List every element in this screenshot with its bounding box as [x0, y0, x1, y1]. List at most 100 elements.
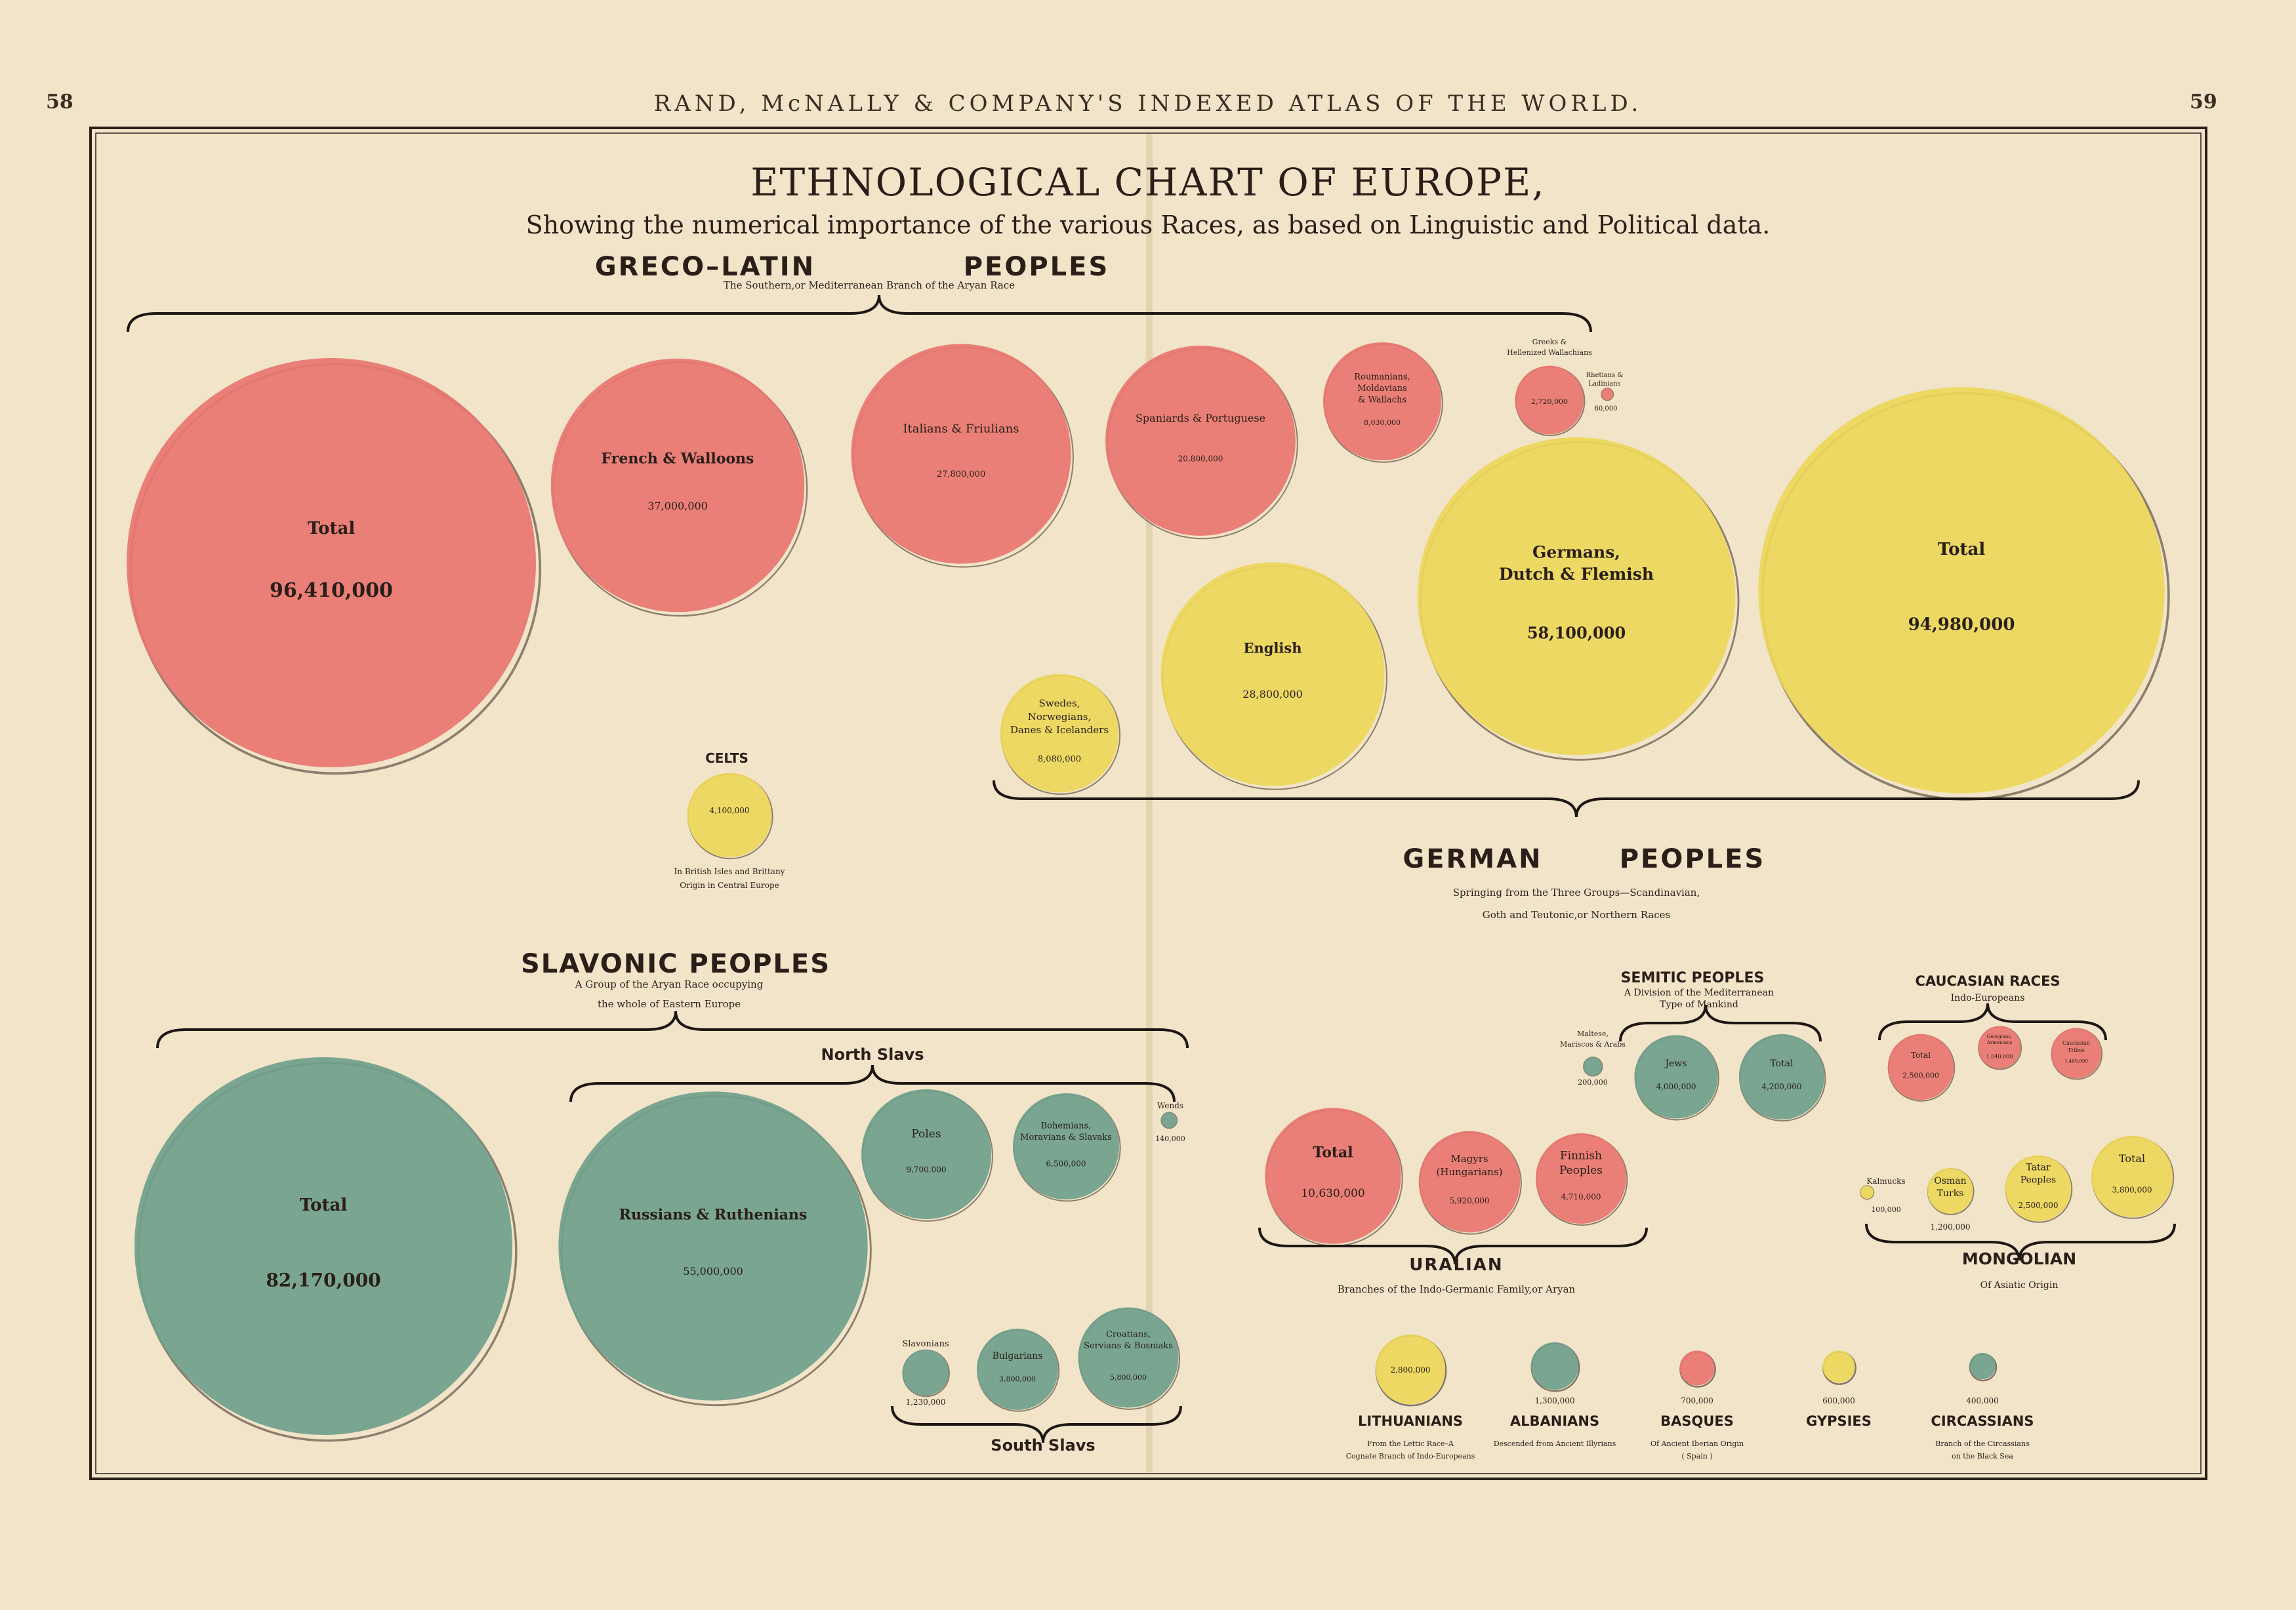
se-total-value: 4,200,000: [1761, 1082, 1801, 1091]
gl-greeks-hellenized-wallachians-bubble: [1515, 365, 1584, 435]
south-slavs-brace: [891, 1405, 1182, 1443]
se-jews-name-0: Jews: [1664, 1058, 1687, 1069]
minor-basques-value: 700,000: [1681, 1396, 1713, 1405]
semitic-heading: SEMITIC PEOPLES: [1621, 970, 1765, 986]
gl-rhetians-name-0: Rhetians &: [1586, 372, 1624, 379]
minor-albanians-bubble: [1530, 1342, 1579, 1390]
minor-albanians-caption-0: Descended from Ancient Illyrians: [1494, 1439, 1616, 1448]
se-total-bubble: [1738, 1034, 1825, 1120]
gl-total-value: 96,410,000: [270, 579, 393, 602]
gl-total-name-0: Total: [308, 519, 356, 538]
ge-english-bubble: [1160, 562, 1385, 786]
sl-croatians-servians-bosniaks-name-0: Croatians,: [1106, 1329, 1151, 1339]
ur-magyrs-hungarians-name-0: Magyrs: [1450, 1153, 1488, 1165]
ur-magyrs-hungarians-value: 5,920,000: [1449, 1196, 1489, 1205]
sl-total-value: 82,170,000: [266, 1269, 380, 1291]
german-caption-0: Springing from the Three Groups—Scandina…: [1453, 887, 1700, 898]
ge-total-name-0: Total: [1938, 540, 1986, 559]
celts-value: 4,100,000: [709, 806, 749, 815]
minor-lithuanians-bubble: [1375, 1334, 1446, 1405]
ur-magyrs-hungarians-name-1: (Hungarians): [1437, 1166, 1503, 1178]
minor-lithuanians-caption-1: Cognate Branch of Indo-Europeans: [1346, 1452, 1475, 1460]
ge-germans-dutch-flemish-name-0: Germans,: [1532, 542, 1620, 561]
ca-total-bubble: [1887, 1034, 1954, 1100]
mo-osman-turks-bubble: [1927, 1168, 1973, 1214]
ca-georgians-armenians-name-1: Armenians: [1986, 1040, 2013, 1045]
gl-total-bubble: [127, 358, 536, 767]
gl-french-walloons-name-0: French & Walloons: [602, 450, 754, 467]
se-maltese-name-0: Maltese,: [1577, 1030, 1609, 1038]
chart-subtitle: Showing the numerical importance of the …: [526, 211, 1771, 239]
gl-greeks-name-1: Hellenized Wallachians: [1507, 348, 1592, 357]
north-slavs-label: North Slavs: [821, 1045, 924, 1064]
sl-bohemians-moravians-slavaks-value: 6,500,000: [1046, 1159, 1086, 1169]
celts-caption-1: Origin in Central Europe: [680, 881, 779, 890]
se-jews-value: 4,000,000: [1656, 1082, 1696, 1091]
minor-gypsies-bubble: [1822, 1350, 1855, 1383]
se-maltese-name-1: Mariscos & Arabs: [1560, 1040, 1626, 1049]
ge-germans-dutch-flemish-bubble: [1417, 437, 1736, 755]
minor-gypsies-name: GYPSIES: [1806, 1413, 1872, 1429]
greco-latin-heading-a: GRECO–LATIN: [595, 252, 815, 282]
minor-basques-caption-0: Of Ancient Iberian Origin: [1650, 1439, 1744, 1448]
gl-greeks-name-0: Greeks &: [1532, 338, 1567, 346]
mongolian-brace: [1865, 1223, 2176, 1261]
semitic-brace: [1619, 1004, 1822, 1042]
german-heading-b: PEOPLES: [1620, 844, 1766, 874]
uralian-heading: URALIAN: [1409, 1255, 1503, 1275]
sl-croatians-servians-bosniaks-value: 5,800,000: [1110, 1373, 1147, 1382]
ge-swedes-norwegians-danes-icelanders-bubble: [1000, 674, 1119, 793]
mo-osman-value: 1,200,000: [1930, 1222, 1970, 1232]
minor-circassians-name: CIRCASSIANS: [1931, 1413, 2034, 1429]
sl-slavonians-value: 1,230,000: [905, 1398, 945, 1407]
ca-caucasian-tribes-name-0: Caucasian: [2062, 1040, 2090, 1046]
ge-swedes-norwegians-danes-icelanders-name-1: Norwegians,: [1028, 711, 1092, 723]
ca-georgians-armenians-value: 1,040,000: [1986, 1053, 2013, 1059]
mo-kalmucks-name: Kalmucks: [1866, 1177, 1905, 1186]
gl-spaniards-portuguese-name-0: Spaniards & Portuguese: [1136, 412, 1265, 424]
sl-russians-ruthenians-value: 55,000,000: [683, 1265, 743, 1278]
gl-spaniards-portuguese-value: 20,800,000: [1178, 454, 1223, 464]
sl-wends-name: Wends: [1157, 1101, 1183, 1110]
ur-total-name-0: Total: [1313, 1144, 1353, 1161]
ca-georgians-armenians-name-0: Georgians,: [1987, 1034, 2013, 1039]
sl-slavonians-name: Slavonians: [902, 1339, 949, 1349]
ca-georgians-armenians-bubble: [1978, 1026, 2021, 1069]
ca-total-name-0: Total: [1911, 1051, 1931, 1060]
gl-rhetians-ladinians-bubble: [1601, 388, 1613, 400]
ge-swedes-norwegians-danes-icelanders-name-2: Danes & Icelanders: [1010, 724, 1109, 736]
gl-french-walloons-bubble: [550, 358, 805, 613]
gl-spaniards-portuguese-bubble: [1105, 346, 1296, 536]
sl-total-name-0: Total: [300, 1196, 348, 1215]
caucasian-caption: Indo-Europeans: [1951, 993, 2025, 1003]
gl-roumanians-moldavians-wallachs-name-1: Moldavians: [1357, 384, 1407, 393]
ge-total-value: 94,980,000: [1908, 614, 2015, 634]
sl-wends-bubble: [1161, 1112, 1177, 1128]
gl-roumanians-moldavians-wallachs-name-2: & Wallachs: [1358, 395, 1406, 405]
greco-latin-heading-b: PEOPLES: [964, 252, 1110, 282]
minor-lithuanians-caption-0: From the Lettic Race–A: [1367, 1439, 1454, 1448]
gl-greeks-value: 2,720,000: [1531, 397, 1568, 406]
mo-osman-turks-value: 1,200,000: [1948, 1196, 1952, 1197]
mo-kalmucks-value: 100,000: [1871, 1205, 1901, 1214]
minor-lithuanians-value: 2,800,000: [1390, 1365, 1430, 1375]
uralian-caption: Branches of the Indo-Germanic Family,or …: [1338, 1283, 1576, 1295]
sl-poles-name-0: Poles: [911, 1128, 941, 1141]
sl-bulgarians-name-0: Bulgarians: [993, 1351, 1043, 1361]
celts-heading: CELTS: [705, 750, 748, 766]
mo-tatar-peoples-bubble: [2005, 1155, 2072, 1222]
gl-french-walloons-value: 37,000,000: [647, 500, 708, 512]
ca-caucasian-tribes-bubble: [2051, 1028, 2102, 1079]
celts-caption-0: In British Isles and Brittany: [674, 867, 785, 876]
celts-celts-bubble: [687, 773, 772, 858]
se-total-name-0: Total: [1770, 1058, 1794, 1069]
running-title: RAND, McNALLY & COMPANY'S INDEXED ATLAS …: [653, 91, 1643, 117]
minor-basques-caption-1: ( Spain ): [1681, 1452, 1712, 1460]
ge-swedes-norwegians-danes-icelanders-name-0: Swedes,: [1039, 698, 1080, 710]
ge-swedes-norwegians-danes-icelanders-value: 8,080,000: [1038, 754, 1081, 764]
outer-frame: [89, 127, 2207, 1480]
ge-germans-dutch-flemish-value: 58,100,000: [1527, 624, 1626, 643]
sl-bohemians-moravians-slavaks-name-0: Bohemians,: [1041, 1121, 1092, 1131]
mo-total-name-0: Total: [2119, 1152, 2145, 1165]
